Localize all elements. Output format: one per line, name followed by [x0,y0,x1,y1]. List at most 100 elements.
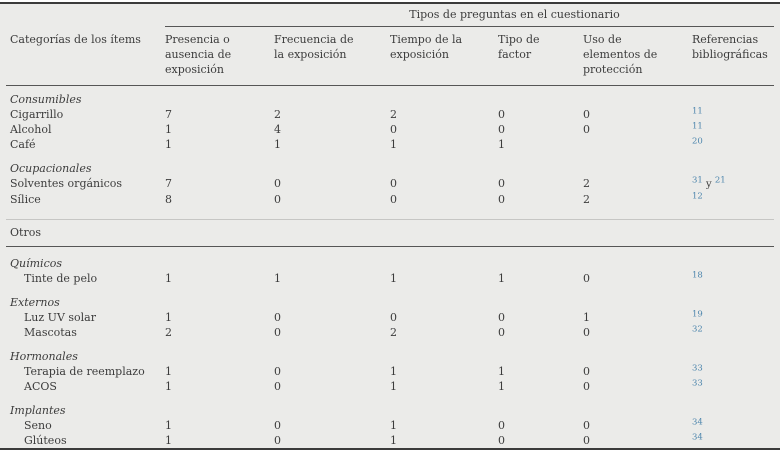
count-cell [583,137,692,152]
count-cell: 0 [274,177,281,190]
references-cell: 20 [692,137,774,152]
count-cell: 0 [583,326,590,339]
reference-link[interactable]: 32 [692,324,703,335]
count-cell: 0 [390,193,397,206]
group-row: Externos [6,286,774,310]
item-label: Seno [24,419,52,432]
item-label: Terapia de reemplazo [24,365,145,378]
count-cell: 7 [165,177,172,190]
count-cell: 1 [165,311,172,324]
count-cell: 0 [498,193,505,206]
count-cell: 1 [498,365,505,378]
reference-link[interactable]: 18 [692,270,703,281]
count-cell: 1 [390,138,397,151]
section-divider-cell: Otros [6,207,774,247]
reference-link[interactable]: 11 [692,121,703,132]
count-cell: 1 [165,419,172,432]
count-cell: 0 [390,123,397,136]
column-header-frecuencia: Frecuencia de la exposición [274,26,390,86]
references-cell: 18 [692,271,774,286]
item-label: Solventes orgánicos [10,177,123,190]
table-row: Sílice 8 0 0 0 2 12 [6,192,774,207]
reference-link[interactable]: 11 [692,106,703,117]
count-cell: 0 [390,311,397,324]
references-cell: 33 [692,364,774,379]
count-cell: 1 [583,311,590,324]
count-cell: 4 [274,123,281,136]
section-row: Otros [6,207,774,247]
category-group-label: Consumibles [10,93,82,106]
item-label: Alcohol [10,123,52,136]
table-row: Alcohol 1 4 0 0 0 11 [6,122,774,137]
reference-link[interactable]: 20 [692,136,703,147]
count-cell: 1 [390,419,397,432]
reference-link[interactable]: 12 [692,191,703,202]
column-header-tipo-factor: Tipo de factor [498,26,583,86]
count-cell: 0 [498,419,505,432]
count-cell: 2 [274,108,281,121]
count-cell: 0 [274,419,281,432]
reference-link[interactable]: 33 [692,363,703,374]
count-cell: 1 [390,365,397,378]
count-cell: 1 [390,434,397,447]
count-cell: 1 [165,123,172,136]
count-cell: 0 [583,123,590,136]
category-group-label: Implantes [10,404,66,417]
count-cell: 0 [274,326,281,339]
category-group-label: Externos [10,296,60,309]
group-row: Químicos [6,247,774,272]
references-cell: 31 y 21 [692,176,774,192]
count-cell: 0 [583,365,590,378]
count-cell: 0 [498,311,505,324]
group-row: Ocupacionales [6,152,774,176]
table-row: Café 1 1 1 1 20 [6,137,774,152]
table-body: Consumibles Cigarrillo 7 2 2 0 0 11 Alcohol 1 4 0 0 0… [6,86,774,449]
count-cell: 2 [583,177,590,190]
group-row: Implantes [6,394,774,418]
item-label: Café [10,138,36,151]
table-row: Solventes orgánicos 7 0 0 0 2 31 y 21 [6,176,774,192]
count-cell: 8 [165,193,172,206]
table-row: Seno 1 0 1 0 0 34 [6,418,774,433]
count-cell: 0 [498,108,505,121]
count-cell: 1 [165,434,172,447]
count-cell: 1 [165,380,172,393]
item-label: Luz UV solar [24,311,96,324]
references-cell: 33 [692,379,774,394]
count-cell: 2 [390,326,397,339]
references-cell: 11 [692,107,774,122]
reference-link[interactable]: 21 [714,175,726,186]
reference-link[interactable]: 19 [692,309,703,320]
column-header-tiempo: Tiempo de la exposición [390,26,498,86]
questionnaire-items-table: Tipos de preguntas en el cuestionario Ca… [6,4,774,448]
item-label: ACOS [24,380,57,393]
count-cell: 0 [274,193,281,206]
item-label: Mascotas [24,326,77,339]
table-row: Luz UV solar 1 0 0 0 1 19 [6,310,774,325]
count-cell: 0 [498,123,505,136]
empty-corner-cell [6,4,165,27]
column-header-categories: Categorías de los ítems [6,26,165,86]
count-cell: 0 [498,434,505,447]
reference-link[interactable]: 31 [692,175,703,186]
item-label: Sílice [10,193,41,206]
count-cell: 0 [274,380,281,393]
item-label: Tinte de pelo [24,272,98,285]
count-cell: 0 [274,434,281,447]
count-cell: 1 [274,272,281,285]
reference-link[interactable]: 33 [692,378,703,389]
reference-link[interactable]: 34 [692,432,703,443]
span-header-row: Tipos de preguntas en el cuestionario [6,4,774,27]
count-cell: 0 [583,380,590,393]
count-cell: 0 [274,365,281,378]
reference-link[interactable]: 34 [692,417,703,428]
table-row: Mascotas 2 0 2 0 0 32 [6,325,774,340]
count-cell: 0 [583,272,590,285]
count-cell: 7 [165,108,172,121]
references-cell: 12 [692,192,774,207]
table-row: Terapia de reemplazo 1 0 1 1 0 33 [6,364,774,379]
references-cell: 11 [692,122,774,137]
table-row: Cigarrillo 7 2 2 0 0 11 [6,107,774,122]
count-cell: 0 [390,177,397,190]
count-cell: 1 [498,272,505,285]
